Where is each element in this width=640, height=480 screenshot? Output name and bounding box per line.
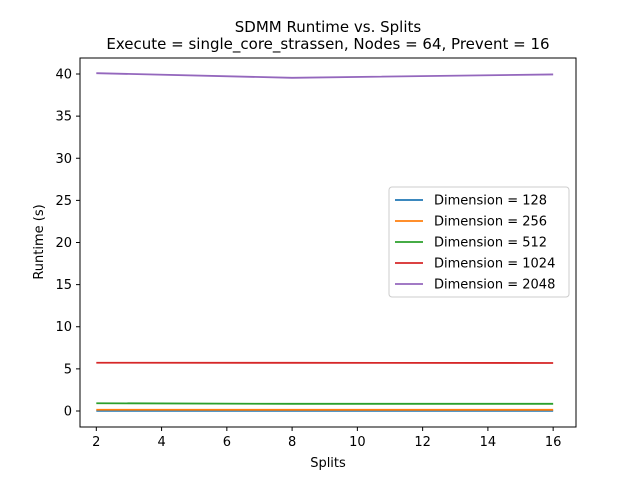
x-tick-label: 4	[157, 435, 165, 450]
x-axis: 2 4 6 8 10 12 14 16	[92, 427, 561, 450]
series-lines	[96, 72, 554, 412]
y-tick-label: 35	[55, 110, 72, 125]
y-tick-label: 30	[55, 152, 72, 167]
chart-title: SDMM Runtime vs. Splits	[235, 18, 422, 36]
y-tick-label: 0	[64, 404, 72, 419]
y-tick-label: 5	[64, 362, 72, 377]
series-line-2	[96, 402, 554, 405]
x-tick-label: 8	[288, 435, 296, 450]
legend-label: Dimension = 128	[434, 194, 547, 209]
x-axis-label: Splits	[310, 456, 346, 471]
x-tick-label: 16	[545, 435, 562, 450]
legend-label: Dimension = 1024	[434, 257, 555, 272]
x-tick-label: 14	[480, 435, 497, 450]
y-axis-label: Runtime (s)	[32, 204, 47, 279]
x-tick-label: 10	[349, 435, 366, 450]
legend-label: Dimension = 2048	[434, 278, 555, 293]
y-tick-label: 15	[55, 278, 72, 293]
legend: Dimension = 128 Dimension = 256 Dimension …	[388, 186, 570, 298]
y-axis: 0 5 10 15 20 25 30 35 40	[55, 68, 80, 419]
x-tick-label: 2	[92, 435, 100, 450]
chart-subtitle: Execute = single_core_strassen, Nodes = …	[106, 35, 549, 54]
x-tick-label: 6	[223, 435, 231, 450]
legend-box	[388, 186, 570, 298]
y-tick-label: 20	[55, 236, 72, 251]
x-tick-label: 12	[414, 435, 431, 450]
y-tick-label: 40	[55, 68, 72, 83]
legend-label: Dimension = 256	[434, 215, 547, 230]
series-line-4	[96, 72, 554, 79]
y-tick-label: 25	[55, 194, 72, 209]
y-tick-label: 10	[55, 320, 72, 335]
legend-label: Dimension = 512	[434, 236, 547, 251]
